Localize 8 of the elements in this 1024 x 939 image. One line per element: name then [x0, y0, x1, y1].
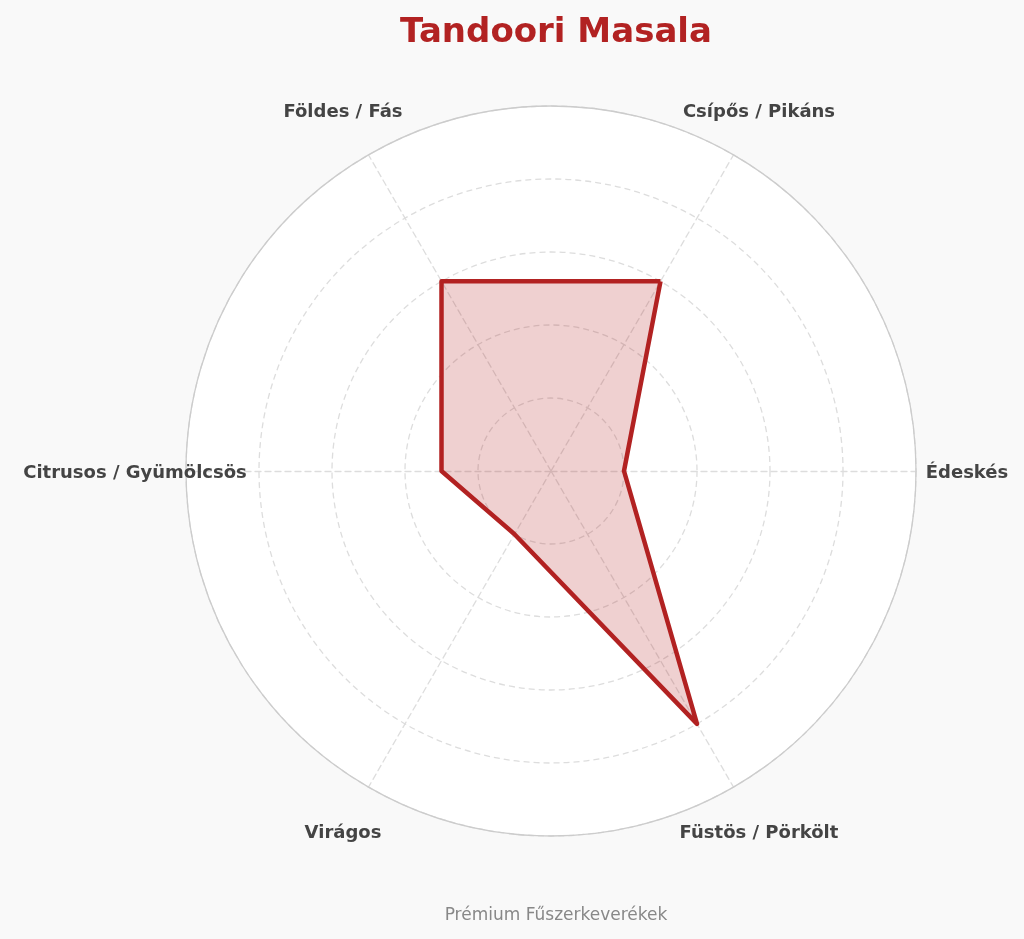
spoke-label: Füstös / Pörkölt [679, 820, 839, 842]
spoke-label: Földes / Fás [283, 100, 403, 122]
text: Prémium Fűszerkeverékek [444, 903, 668, 924]
chart-title: Tandoori Masala [400, 10, 712, 50]
spoke-label: Virágos [304, 820, 382, 842]
spoke-label: Csípős / Pikáns [682, 100, 836, 122]
spoke-label: Édeskés [925, 460, 1009, 482]
spoke-label: Citrusos / Gyümölcsös [23, 460, 247, 482]
